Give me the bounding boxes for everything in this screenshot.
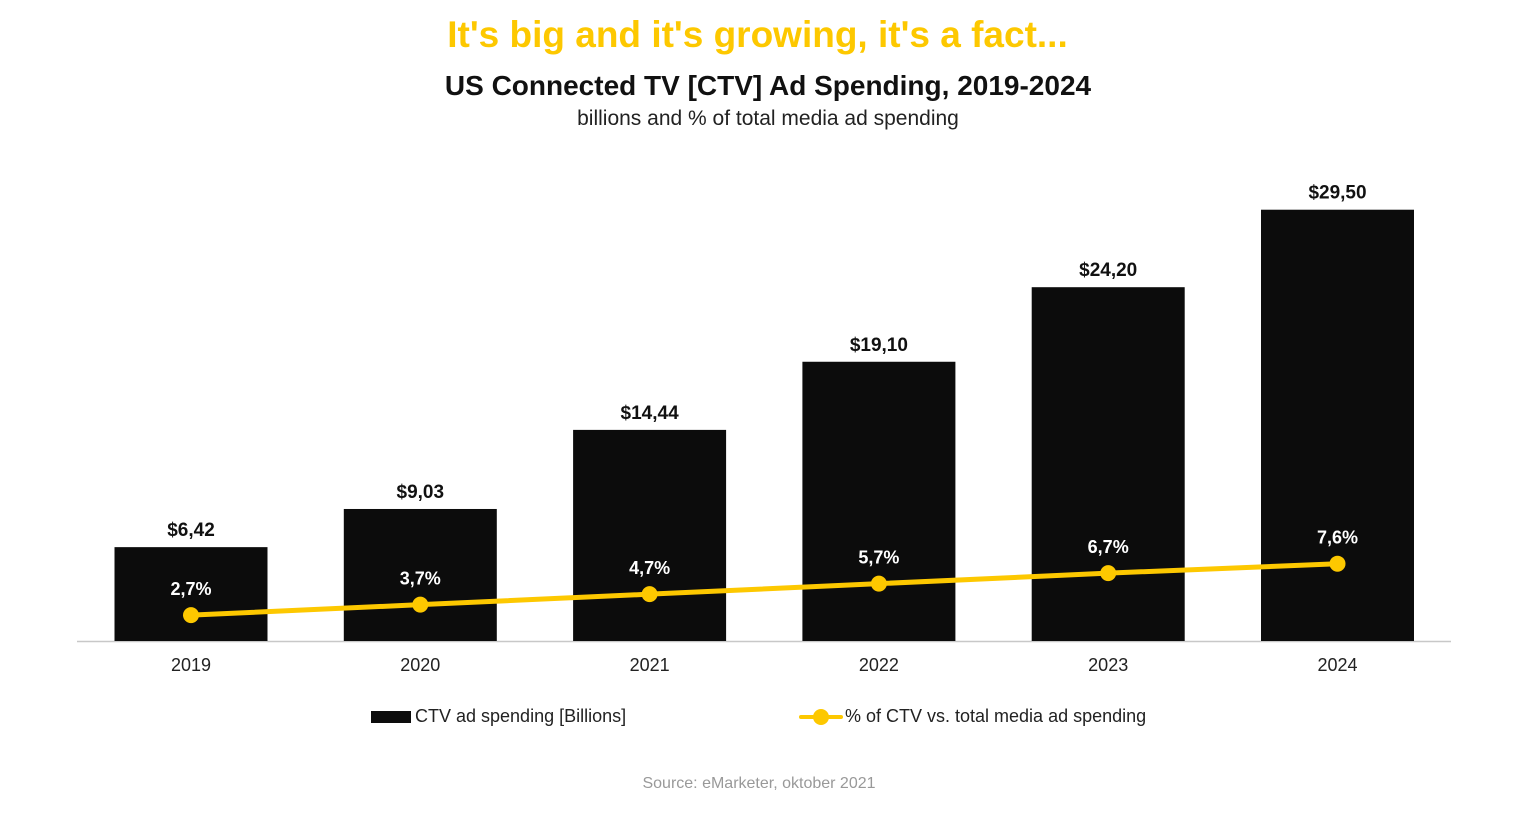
legend-label-line: % of CTV vs. total media ad spending xyxy=(845,706,1147,726)
line-label-2021: 4,7% xyxy=(629,558,670,578)
chart-subtitle: billions and % of total media ad spendin… xyxy=(577,107,959,130)
labels-layer: $6,42 2019 $9,03 2020 $14,44 2021 $19,10 2022 $2… xyxy=(167,183,1366,675)
line-layer xyxy=(183,555,1346,624)
bar-2023 xyxy=(1031,287,1185,641)
line-point-2024 xyxy=(1329,555,1346,572)
source-note: Source: eMarketer, oktober 2021 xyxy=(642,775,876,792)
bar-label-2020: $9,03 xyxy=(397,482,445,503)
x-tick-2022: 2022 xyxy=(859,655,899,675)
chart: $6,42 2019 $9,03 2020 $14,44 2021 $19,10 2022 $2… xyxy=(77,183,1451,675)
bars-layer xyxy=(77,209,1451,643)
line-point-2020 xyxy=(412,596,429,613)
line-point-2019 xyxy=(183,607,199,624)
legend-label-bars: CTV ad spending [Billions] xyxy=(415,706,627,726)
x-tick-2023: 2023 xyxy=(1088,655,1128,675)
bar-2019 xyxy=(114,547,268,641)
bar-label-2022: $19,10 xyxy=(850,335,908,356)
line-point-2023 xyxy=(1100,565,1117,582)
x-tick-2019: 2019 xyxy=(171,655,211,675)
line-label-2020: 3,7% xyxy=(400,569,441,589)
chart-title: US Connected TV [CTV] Ad Spending, 2019-… xyxy=(444,70,1092,101)
legend-line-swatch xyxy=(799,707,843,727)
line-point-2022 xyxy=(870,575,887,592)
bar-2020 xyxy=(343,508,497,641)
x-tick-2024: 2024 xyxy=(1317,655,1357,675)
bar-label-2021: $14,44 xyxy=(621,403,680,424)
bar-2021 xyxy=(573,429,727,641)
bar-2024 xyxy=(1261,209,1414,641)
legend-item-bars: CTV ad spending [Billions] xyxy=(371,706,626,727)
legend-item-line: % of CTV vs. total media ad spending xyxy=(799,706,1146,727)
x-tick-2021: 2021 xyxy=(630,655,670,675)
line-label-2019: 2,7% xyxy=(170,579,211,599)
line-point-2021 xyxy=(641,586,658,603)
headline: It's big and it's growing, it's a fact..… xyxy=(447,14,1068,55)
bar-2022 xyxy=(802,361,956,641)
line-label-2023: 6,7% xyxy=(1088,537,1129,557)
line-series xyxy=(188,561,1340,618)
bar-label-2019: $6,42 xyxy=(167,520,215,541)
bar-label-2023: $24,20 xyxy=(1079,260,1137,281)
bar-label-2024: $29,50 xyxy=(1308,183,1366,204)
line-label-2024: 7,6% xyxy=(1317,528,1358,548)
x-tick-2020: 2020 xyxy=(400,655,440,675)
line-label-2022: 5,7% xyxy=(858,548,899,568)
legend-bar-swatch xyxy=(371,710,411,723)
